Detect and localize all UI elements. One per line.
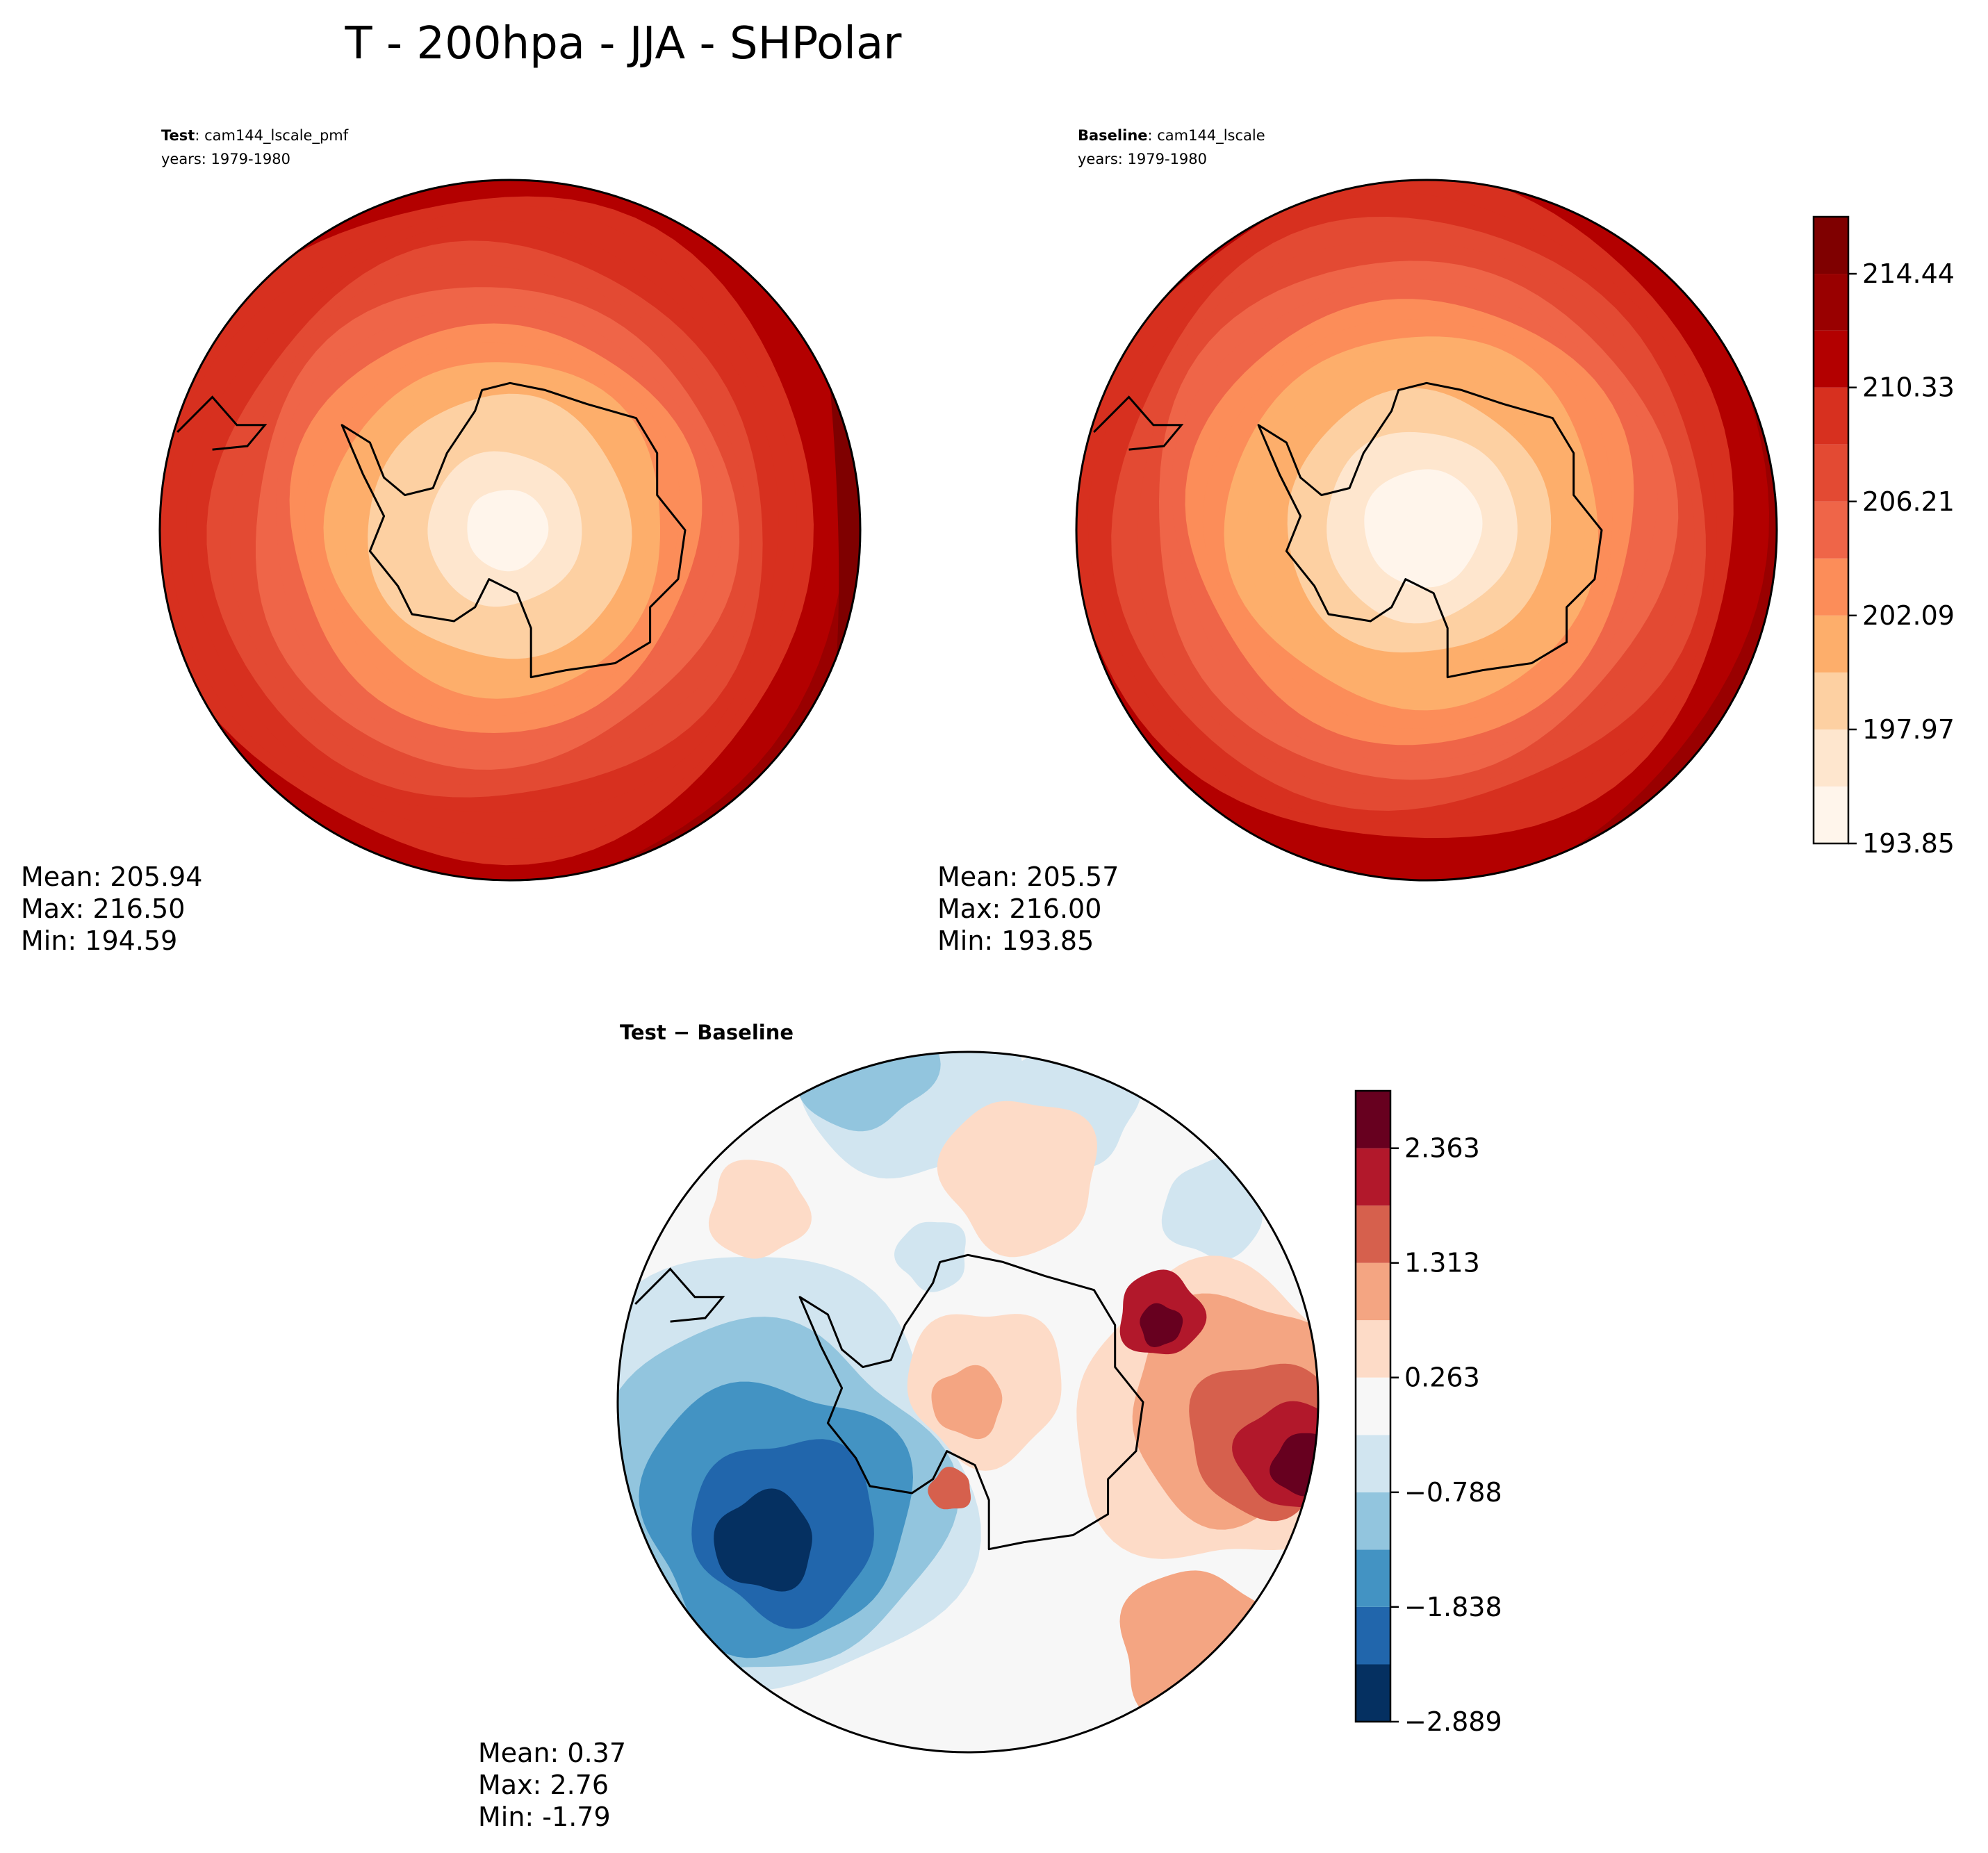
main-colorbar-swatch (1814, 387, 1848, 445)
baseline-map-border (1075, 179, 1778, 882)
main-colorbar-tick-label: 193.85 (1862, 828, 1955, 859)
test-south-america-tip (176, 395, 268, 451)
diff-mean: Mean: 0.37 (478, 1738, 626, 1768)
diff-colorbar-swatch (1356, 1320, 1390, 1378)
main-colorbar-frame (1812, 215, 1850, 845)
diff-colorbar-swatch (1356, 1262, 1390, 1321)
test-max: Max: 216.50 (21, 893, 185, 924)
main-colorbar-swatch (1814, 558, 1848, 616)
baseline-coastline (1257, 381, 1603, 679)
diff-colorbar-swatch (1356, 1435, 1390, 1492)
main-colorbar-swatch (1814, 444, 1848, 502)
main-colorbar: 214.44 210.33 206.21 202.09 197.97 193.85 (1812, 215, 1955, 859)
test-mean: Mean: 205.94 (21, 862, 202, 892)
test-label-name: : cam144_lscale_pmf (195, 127, 348, 145)
main-colorbar-tick-label: 214.44 (1862, 258, 1955, 289)
test-years: years: 1979-1980 (161, 151, 290, 167)
diff-colorbar-swatch (1356, 1205, 1390, 1263)
main-colorbar-tick-label: 202.09 (1862, 600, 1955, 631)
diff-contour-band (708, 1160, 812, 1259)
baseline-label-name: : cam144_lscale (1148, 127, 1265, 145)
main-colorbar-swatch (1814, 274, 1848, 331)
diff-colorbar-tick-label: 1.313 (1404, 1248, 1480, 1278)
main-colorbar-swatch (1814, 672, 1848, 730)
baseline-min: Min: 193.85 (937, 925, 1094, 956)
test-map-border (158, 179, 862, 882)
baseline-contour-band (1402, 507, 1447, 552)
baseline-years: years: 1979-1980 (1078, 151, 1207, 167)
diff-panel: Test − Baseline Mean: 0.37 Max: 2.76 Min… (478, 1021, 1320, 1832)
diff-colorbar-swatch (1356, 1549, 1390, 1607)
diff-colorbar-swatch (1356, 1606, 1390, 1665)
main-colorbar-swatch (1814, 217, 1848, 274)
diff-contour-band (1140, 1303, 1183, 1347)
main-colorbar-swatch (1814, 615, 1848, 673)
baseline-south-america-tip (1093, 395, 1184, 451)
diff-contour-band (1161, 1157, 1263, 1260)
diff-contour-band (894, 1221, 966, 1292)
diff-colorbar-frame (1354, 1089, 1392, 1723)
main-colorbar-tick-label: 197.97 (1862, 714, 1955, 745)
diff-colorbar-tick-label: 0.263 (1404, 1362, 1480, 1393)
diff-coastline (798, 1253, 1144, 1551)
diff-colorbar-swatch (1356, 1377, 1390, 1435)
test-map (158, 179, 862, 882)
test-min: Min: 194.59 (21, 925, 177, 956)
test-coastline (340, 381, 687, 679)
diff-south-america-tip (634, 1267, 725, 1323)
main-colorbar-swatch (1814, 786, 1848, 843)
diff-colorbar-swatch (1356, 1492, 1390, 1550)
baseline-label-bold: Baseline (1078, 127, 1148, 144)
diff-colorbar-swatch (1356, 1148, 1390, 1206)
diff-min: Min: -1.79 (478, 1802, 611, 1832)
figure-title: T - 200hpa - JJA - SHPolar (345, 18, 903, 69)
diff-map-border (616, 1051, 1320, 1754)
diff-contour-band (1270, 1433, 1318, 1497)
diff-colorbar-swatch (1356, 1091, 1390, 1148)
diff-colorbar-tick-label: −1.838 (1404, 1592, 1502, 1622)
main-colorbar-tick-label: 206.21 (1862, 486, 1955, 517)
baseline-mean: Mean: 205.57 (937, 862, 1119, 892)
diff-contour-band (928, 1467, 971, 1510)
baseline-panel: Baseline: cam144_lscale years: 1979-1980… (937, 127, 1778, 956)
main-colorbar-swatch (1814, 729, 1848, 787)
diff-title: Test − Baseline (620, 1021, 794, 1044)
baseline-map (1075, 179, 1778, 882)
main-colorbar-swatch (1814, 501, 1848, 559)
diff-contour-band (931, 1365, 1003, 1440)
test-label: Test: cam144_lscale_pmf (161, 127, 349, 145)
test-panel: Test: cam144_lscale_pmf years: 1979-1980… (21, 127, 862, 956)
test-contour-band (486, 507, 532, 553)
diff-colorbar-tick-label: −0.788 (1404, 1477, 1502, 1508)
diff-colorbar-tick-label: −2.889 (1404, 1706, 1502, 1737)
diff-colorbar: 2.363 1.313 0.263 −0.788 −1.838 −2.889 (1354, 1089, 1502, 1737)
main-colorbar-tick-label: 210.33 (1862, 372, 1955, 403)
baseline-max: Max: 216.00 (937, 893, 1101, 924)
baseline-label: Baseline: cam144_lscale (1078, 127, 1265, 145)
main-colorbar-swatch (1814, 330, 1848, 388)
diff-max: Max: 2.76 (478, 1770, 609, 1800)
diff-colorbar-tick-label: 2.363 (1404, 1133, 1480, 1164)
diff-colorbar-swatch (1356, 1664, 1390, 1722)
diff-contour-band (714, 1488, 812, 1592)
test-label-bold: Test (161, 127, 195, 144)
diff-map (616, 1051, 1320, 1754)
diff-contour-band (937, 1101, 1097, 1258)
